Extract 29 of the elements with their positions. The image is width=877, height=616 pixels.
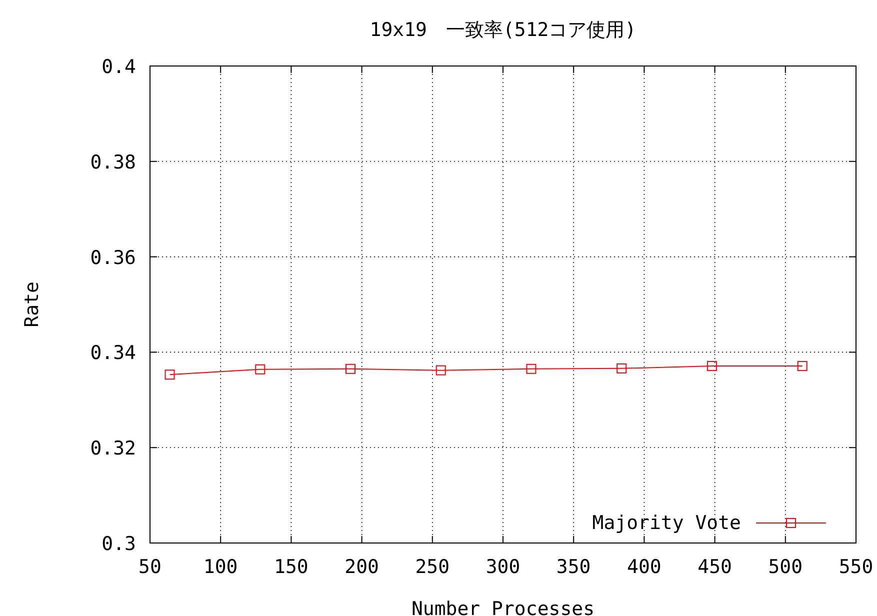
point — [255, 364, 266, 374]
x-tick-label: 150 — [274, 556, 308, 578]
point — [164, 370, 175, 380]
y-tick-label: 0.38 — [90, 151, 136, 174]
y-tick-label: 0.4 — [102, 56, 136, 78]
y-tick-label: 0.36 — [90, 246, 136, 269]
x-tick-label: 100 — [203, 556, 238, 578]
y-axis-title: Rate — [21, 282, 43, 328]
y-tick-label: 0.34 — [90, 342, 136, 364]
x-tick-label: 500 — [768, 556, 803, 578]
point — [797, 361, 808, 372]
x-tick-label: 450 — [698, 556, 732, 578]
x-tick-label: 550 — [838, 556, 874, 578]
point — [706, 361, 717, 372]
x-tick-label: 200 — [344, 556, 379, 578]
x-axis-title: Number Processes — [411, 598, 595, 616]
legend-label: Majority Vote — [592, 512, 741, 534]
x-tick-label: 250 — [415, 556, 450, 578]
y-tick-label: 0.32 — [90, 438, 136, 460]
point — [616, 363, 627, 374]
point — [526, 364, 536, 374]
chart-title: 19x19 一致率(512コア使用) — [370, 19, 636, 41]
y-tick-label: 0.3 — [102, 533, 136, 555]
x-tick-label: 50 — [138, 556, 162, 578]
x-tick-label: 350 — [556, 556, 591, 578]
x-tick-label: 300 — [486, 556, 520, 578]
x-tick-label: 400 — [627, 556, 662, 578]
point — [346, 364, 356, 374]
point — [436, 365, 446, 376]
